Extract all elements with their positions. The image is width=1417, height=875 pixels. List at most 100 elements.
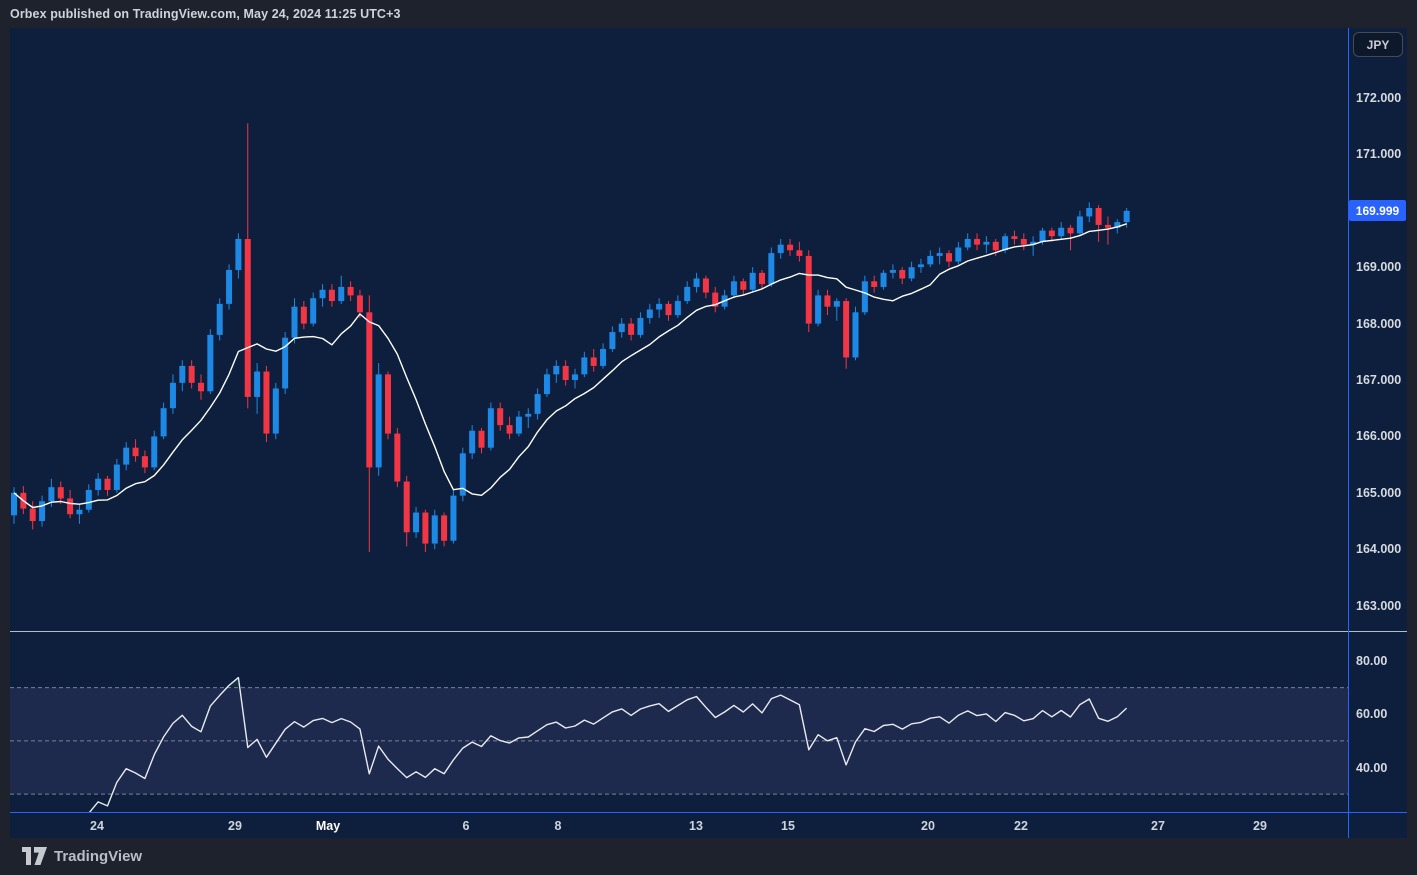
candle-body-up [1058,227,1065,237]
candle-body-down [843,301,850,358]
candle-body-up [1123,210,1130,223]
rsi-axis-label: 40.00 [1356,761,1388,775]
candle-body-up [487,408,494,448]
candle-body-down [562,365,569,380]
candle-body-up [216,303,223,335]
candle-body-up [226,270,233,304]
price-axis-border [1348,28,1349,838]
candle-body-up [95,478,102,490]
candle-body-down [665,303,672,316]
tradingview-logo-text: TradingView [54,847,143,865]
candle-body-up [852,312,859,358]
candle-body-up [880,272,887,287]
candle-body-up [964,239,971,248]
candle-body-down [104,478,111,490]
candle-body-down [1095,207,1102,225]
time-axis-label: 22 [1014,819,1028,833]
candle-body-up [600,348,607,366]
price-axis-label: 171.000 [1356,147,1402,161]
candle-body-down [824,295,831,307]
candle-body-down [328,289,335,302]
candle-body-down [899,270,906,279]
chart-panel[interactable]: 24 29 May 6 8 13 15 20 22 27 29 JPY 169.999 172.00… [10,28,1407,838]
candle-body-down [497,408,504,426]
candle-body-up [123,447,130,465]
candle-body-up [618,323,625,333]
tradingview-logo-icon [22,847,47,865]
candle-body-down [628,323,635,335]
candle-body-down [188,365,195,383]
time-axis-label: May [315,819,341,833]
candle-body-up [693,278,700,287]
candle-body-down [403,481,410,533]
candle-body-up [637,317,644,335]
candle-body-down [740,281,747,290]
candle-body-up [169,382,176,409]
candle-body-up [179,365,186,383]
candle-body-down [787,244,794,251]
candle-body-up [291,306,298,338]
candle-body-up [749,272,756,290]
candle-body-up [768,253,775,285]
candle-body-up [730,281,737,296]
candle-body-down [590,357,597,366]
price-axis-label: 166.000 [1356,429,1402,443]
candle-body-up [983,241,990,245]
candle-body-down [1011,236,1018,239]
candle-body-down [57,487,64,499]
candle-body-up [254,371,261,397]
candle-body-down [1104,224,1111,228]
time-axis-label: 6 [462,819,470,833]
candle-body-up [553,365,560,375]
time-axis-label: 8 [554,819,562,833]
candle-body-down [992,241,999,251]
price-pane[interactable] [10,28,1348,632]
rsi-overbought-fill [14,677,1127,688]
candle-body-down [385,374,391,434]
candle-body-up [889,270,896,273]
candle-body-up [431,515,438,544]
candlestick-series [11,123,1130,553]
tradingview-logo[interactable]: TradingView [22,845,142,867]
time-axis-label: 27 [1151,819,1165,833]
price-axis-label: 172.000 [1356,91,1402,105]
candle-body-up [1114,222,1121,228]
candle-body-up [272,388,279,434]
candle-body-up [39,501,46,521]
time-axis-label: 29 [1253,819,1267,833]
candle-body-up [11,492,17,516]
currency-button[interactable]: JPY [1353,32,1403,57]
candle-body-down [356,295,363,313]
candle-body-up [525,413,532,417]
price-axis[interactable]: JPY 169.999 172.000 171.000 169.000 168.000… [1349,28,1407,812]
candle-body-down [1067,227,1074,234]
candle-body-down [132,447,139,457]
time-axis-label: 24 [90,819,104,833]
price-axis-label: 168.000 [1356,317,1402,331]
candle-body-up [572,374,578,380]
candle-body-up [917,264,924,268]
candle-body-up [310,298,317,324]
candle-body-up [609,332,616,349]
time-axis[interactable]: 24 29 May 6 8 13 15 20 22 27 29 [10,812,1407,838]
candle-body-down [347,286,354,296]
rsi-axis-label: 60.00 [1356,707,1388,721]
candle-body-down [796,250,803,256]
candle-body-up [450,495,457,541]
candle-body-down [946,253,952,262]
candle-body-down [198,382,204,392]
candle-body-up [338,286,345,302]
candle-body-down [29,508,36,521]
rsi-axis-label: 80.00 [1356,654,1388,668]
candle-body-up [936,253,943,256]
rsi-pane[interactable] [10,632,1348,812]
candle-body-down [759,272,765,285]
candle-body-up [151,436,158,468]
candle-body-up [674,301,681,316]
candle-body-down [441,515,448,541]
candle-body-up [908,267,915,279]
candle-body-up [656,303,663,310]
price-axis-label: 163.000 [1356,599,1402,613]
candle-body-down [1048,230,1055,237]
